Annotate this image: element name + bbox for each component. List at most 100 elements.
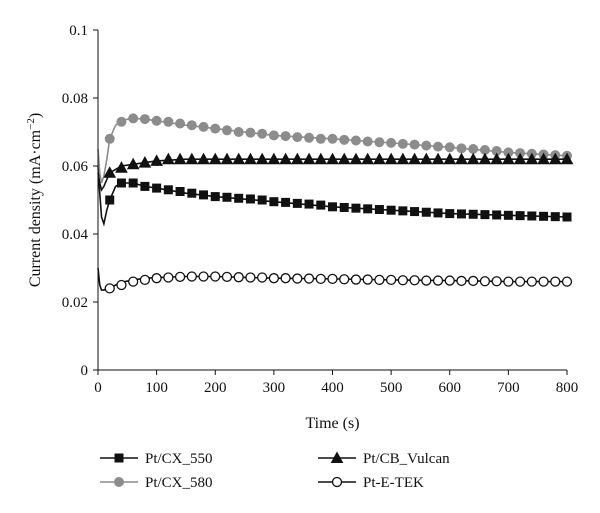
data-point-pt-cx-580 [304, 132, 315, 143]
data-point-pt-cb-vulcan [408, 152, 421, 165]
data-point-pt-cb-vulcan [302, 152, 316, 165]
data-point-pt-cb-vulcan [162, 152, 175, 165]
data-point-pt-cx-550 [116, 178, 126, 188]
data-point-pt-e-tek [374, 274, 385, 286]
data-point-pt-cb-vulcan [138, 156, 152, 168]
data-point-pt-cx-550 [550, 212, 560, 222]
data-point-pt-cb-vulcan [548, 152, 562, 165]
data-point-pt-e-tek [104, 283, 115, 294]
data-point-pt-cx-550 [175, 187, 185, 196]
data-point-pt-cb-vulcan [431, 152, 445, 165]
data-point-pt-cx-580 [257, 128, 268, 139]
data-point-pt-cx-580 [339, 134, 350, 145]
legend-item-pt-cx-550: Pt/CX_550 [100, 451, 213, 467]
data-point-pt-cx-550 [328, 202, 337, 212]
data-point-pt-cb-vulcan [443, 152, 457, 165]
y-axis-title-close: ) [27, 113, 44, 118]
data-point-pt-cx-580 [116, 116, 127, 127]
data-point-pt-e-tek [292, 273, 303, 284]
data-point-pt-cb-vulcan [208, 152, 222, 165]
data-point-pt-cx-580 [315, 133, 326, 144]
data-point-pt-e-tek [221, 271, 233, 282]
data-point-pt-cx-550 [527, 211, 537, 221]
data-point-pt-cx-580 [128, 113, 139, 124]
data-point-pt-cb-vulcan [314, 152, 328, 165]
data-point-pt-cx-580 [163, 116, 174, 127]
y-tick-label: 0.02 [62, 295, 88, 311]
data-point-pt-cb-vulcan [525, 152, 539, 165]
data-point-pt-e-tek [268, 273, 280, 284]
data-point-pt-cx-550 [269, 197, 279, 207]
data-point-pt-cx-550 [163, 185, 173, 195]
data-point-pt-cx-550 [562, 212, 572, 222]
legend-item-pt-e-tek: Pt-E-TEK [318, 475, 424, 491]
x-tick-label: 300 [263, 380, 286, 396]
data-point-pt-cb-vulcan [279, 152, 292, 165]
data-point-pt-cx-550 [363, 204, 373, 214]
data-point-pt-cx-550 [316, 200, 326, 210]
data-point-pt-cx-580 [198, 121, 209, 132]
data-point-pt-cx-580 [245, 127, 256, 138]
data-point-pt-e-tek [456, 275, 467, 287]
plot-area: 0 100 200 300 400 500 600 700 800 0 0.02 0.04 0.06 0.… [62, 23, 579, 396]
data-point-pt-e-tek [315, 273, 326, 285]
data-point-pt-cx-550 [421, 207, 431, 217]
legend-marker-pt-e-tek [331, 476, 343, 488]
data-point-pt-cx-580 [409, 139, 420, 150]
data-point-pt-cb-vulcan [455, 152, 468, 165]
y-axis-title: Current density (mA·cm−2) [25, 113, 44, 287]
data-point-pt-cb-vulcan [290, 152, 304, 165]
data-point-pt-e-tek [350, 274, 362, 285]
data-point-pt-cx-580 [186, 120, 197, 131]
data-point-pt-cx-550 [468, 209, 478, 219]
data-point-pt-cx-580 [139, 114, 150, 125]
data-point-pt-cx-550 [199, 190, 209, 200]
data-point-pt-cb-vulcan [126, 157, 140, 170]
data-point-pt-e-tek [397, 275, 409, 286]
data-point-pt-cx-580 [350, 135, 361, 146]
data-point-pt-cb-vulcan [337, 152, 351, 165]
data-point-pt-cb-vulcan [103, 166, 117, 178]
data-point-pt-cx-580 [374, 137, 385, 148]
data-point-pt-cx-580 [386, 137, 397, 148]
data-point-pt-cx-550 [351, 203, 361, 213]
data-point-pt-e-tek [561, 276, 573, 287]
legend-item-pt-cb-vulcan: Pt/CB_Vulcan [318, 451, 450, 467]
x-tick-label: 0 [94, 380, 102, 396]
data-point-pt-e-tek [280, 273, 291, 284]
y-tick-label: 0 [81, 363, 89, 379]
data-point-pt-cx-550 [222, 192, 232, 202]
legend-label-pt-e-tek: Pt-E-TEK [363, 475, 424, 491]
data-point-pt-e-tek [233, 272, 244, 283]
data-point-pt-cx-550 [105, 195, 115, 205]
data-point-pt-e-tek [491, 276, 502, 287]
data-point-pt-e-tek [174, 271, 186, 282]
data-point-pt-e-tek [198, 271, 209, 282]
legend: Pt/CX_550 Pt/CX_580 Pt/CB_Vulcan Pt-E-TEK [100, 451, 450, 491]
data-point-pt-cb-vulcan [537, 152, 550, 165]
data-point-pt-cx-550 [433, 208, 443, 218]
data-point-pt-cx-550 [245, 194, 255, 204]
legend-marker-pt-cb-vulcan [330, 451, 344, 463]
data-point-pt-cb-vulcan [150, 154, 163, 166]
data-point-pt-cx-550 [304, 199, 314, 209]
series-pt-cx-550 [97, 165, 572, 227]
data-point-pt-e-tek [503, 276, 514, 287]
data-point-pt-e-tek [210, 271, 221, 282]
data-point-pt-cx-550 [140, 181, 150, 191]
data-point-pt-cx-580 [327, 133, 338, 144]
data-point-pt-e-tek [550, 276, 561, 287]
data-point-pt-e-tek [385, 274, 397, 286]
data-point-pt-cb-vulcan [244, 152, 257, 165]
data-point-pt-cx-550 [292, 198, 302, 208]
data-point-pt-cb-vulcan [173, 152, 187, 165]
x-tick-label: 100 [145, 380, 168, 396]
data-point-pt-cb-vulcan [373, 152, 386, 165]
data-point-pt-e-tek [128, 276, 139, 287]
data-point-pt-cx-550 [128, 178, 138, 188]
data-point-pt-cx-550 [492, 210, 502, 220]
data-point-pt-e-tek [339, 274, 350, 285]
legend-label-pt-cb-vulcan: Pt/CB_Vulcan [363, 451, 450, 467]
